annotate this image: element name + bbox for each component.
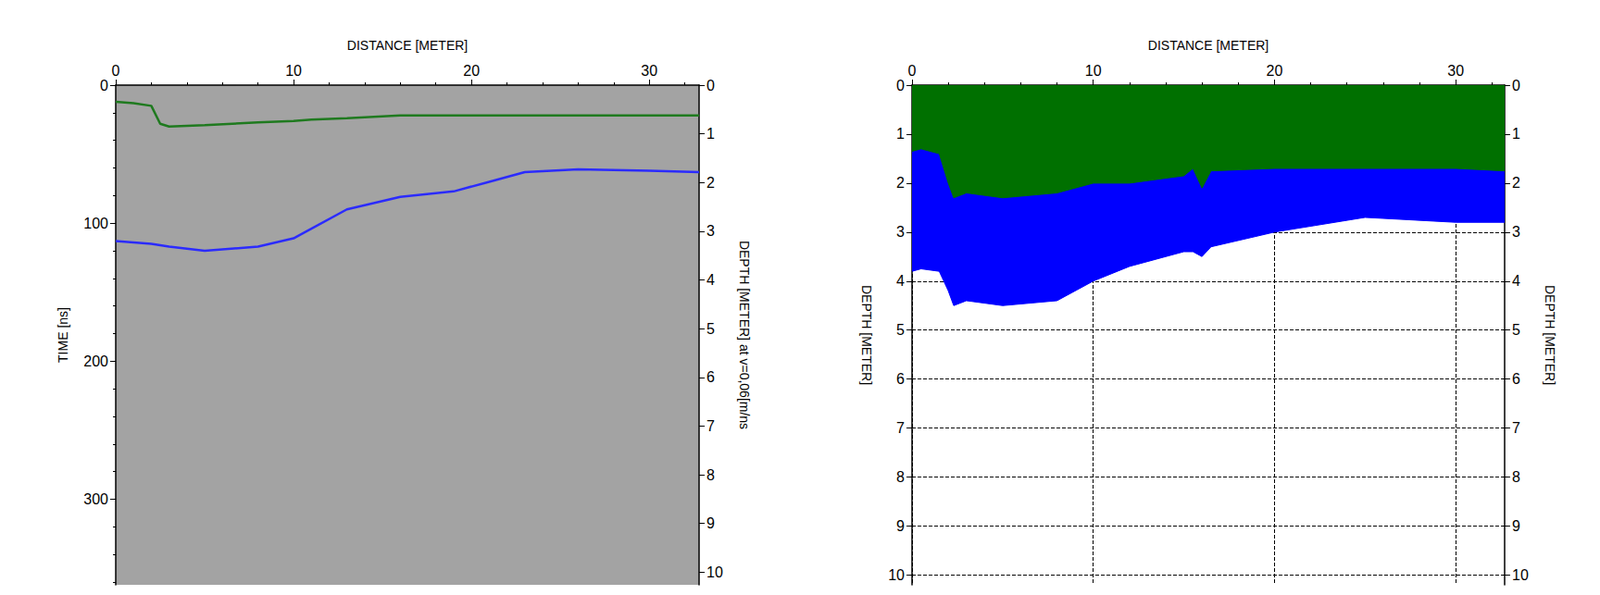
svg-text:0: 0 (896, 77, 905, 94)
svg-text:1: 1 (706, 125, 715, 142)
svg-text:100: 100 (83, 215, 109, 232)
svg-text:3: 3 (1512, 224, 1521, 240)
svg-text:4: 4 (1512, 273, 1521, 289)
svg-text:2: 2 (1512, 175, 1521, 191)
svg-text:0: 0 (1512, 77, 1521, 94)
svg-text:8: 8 (706, 467, 715, 484)
svg-text:6: 6 (1512, 371, 1521, 388)
svg-text:10: 10 (887, 567, 905, 584)
svg-text:2: 2 (706, 175, 715, 191)
svg-text:5: 5 (896, 322, 905, 338)
svg-text:10: 10 (285, 62, 302, 79)
svg-text:9: 9 (1512, 518, 1521, 535)
svg-text:DISTANCE [METER]: DISTANCE [METER] (347, 37, 468, 53)
svg-text:10: 10 (1085, 62, 1102, 79)
svg-text:DEPTH [METER]: DEPTH [METER] (859, 285, 875, 386)
svg-text:0: 0 (908, 62, 917, 79)
svg-text:4: 4 (896, 273, 905, 289)
svg-text:30: 30 (640, 62, 658, 79)
svg-text:20: 20 (1266, 62, 1284, 79)
svg-text:3: 3 (706, 223, 715, 239)
svg-text:2: 2 (896, 175, 905, 191)
svg-text:20: 20 (462, 62, 480, 79)
svg-text:200: 200 (83, 353, 109, 370)
svg-text:0: 0 (112, 62, 121, 79)
svg-text:7: 7 (1512, 420, 1521, 437)
svg-text:1: 1 (896, 125, 905, 142)
svg-text:6: 6 (896, 371, 905, 388)
svg-text:8: 8 (896, 469, 905, 486)
svg-text:DISTANCE [METER]: DISTANCE [METER] (1148, 37, 1269, 53)
svg-text:0: 0 (100, 77, 109, 94)
svg-text:3: 3 (896, 224, 905, 240)
svg-text:5: 5 (1512, 322, 1521, 338)
svg-text:9: 9 (706, 515, 715, 532)
svg-text:30: 30 (1447, 62, 1464, 79)
svg-text:10: 10 (706, 564, 724, 581)
svg-text:5: 5 (706, 321, 715, 338)
svg-text:6: 6 (706, 369, 715, 386)
svg-text:7: 7 (706, 418, 715, 435)
svg-text:10: 10 (1512, 567, 1529, 584)
svg-text:DEPTH [METER]: DEPTH [METER] (1542, 285, 1558, 386)
svg-text:8: 8 (1512, 469, 1521, 486)
svg-text:1: 1 (1512, 125, 1521, 142)
svg-text:7: 7 (896, 420, 905, 437)
svg-text:0: 0 (706, 77, 715, 94)
svg-text:9: 9 (896, 518, 905, 535)
svg-text:TIME [ns]: TIME [ns] (55, 307, 71, 363)
svg-text:DEPTH [METER] at v=0,06[m/ns: DEPTH [METER] at v=0,06[m/ns (737, 240, 752, 430)
svg-text:4: 4 (706, 272, 715, 288)
svg-text:300: 300 (83, 491, 109, 508)
